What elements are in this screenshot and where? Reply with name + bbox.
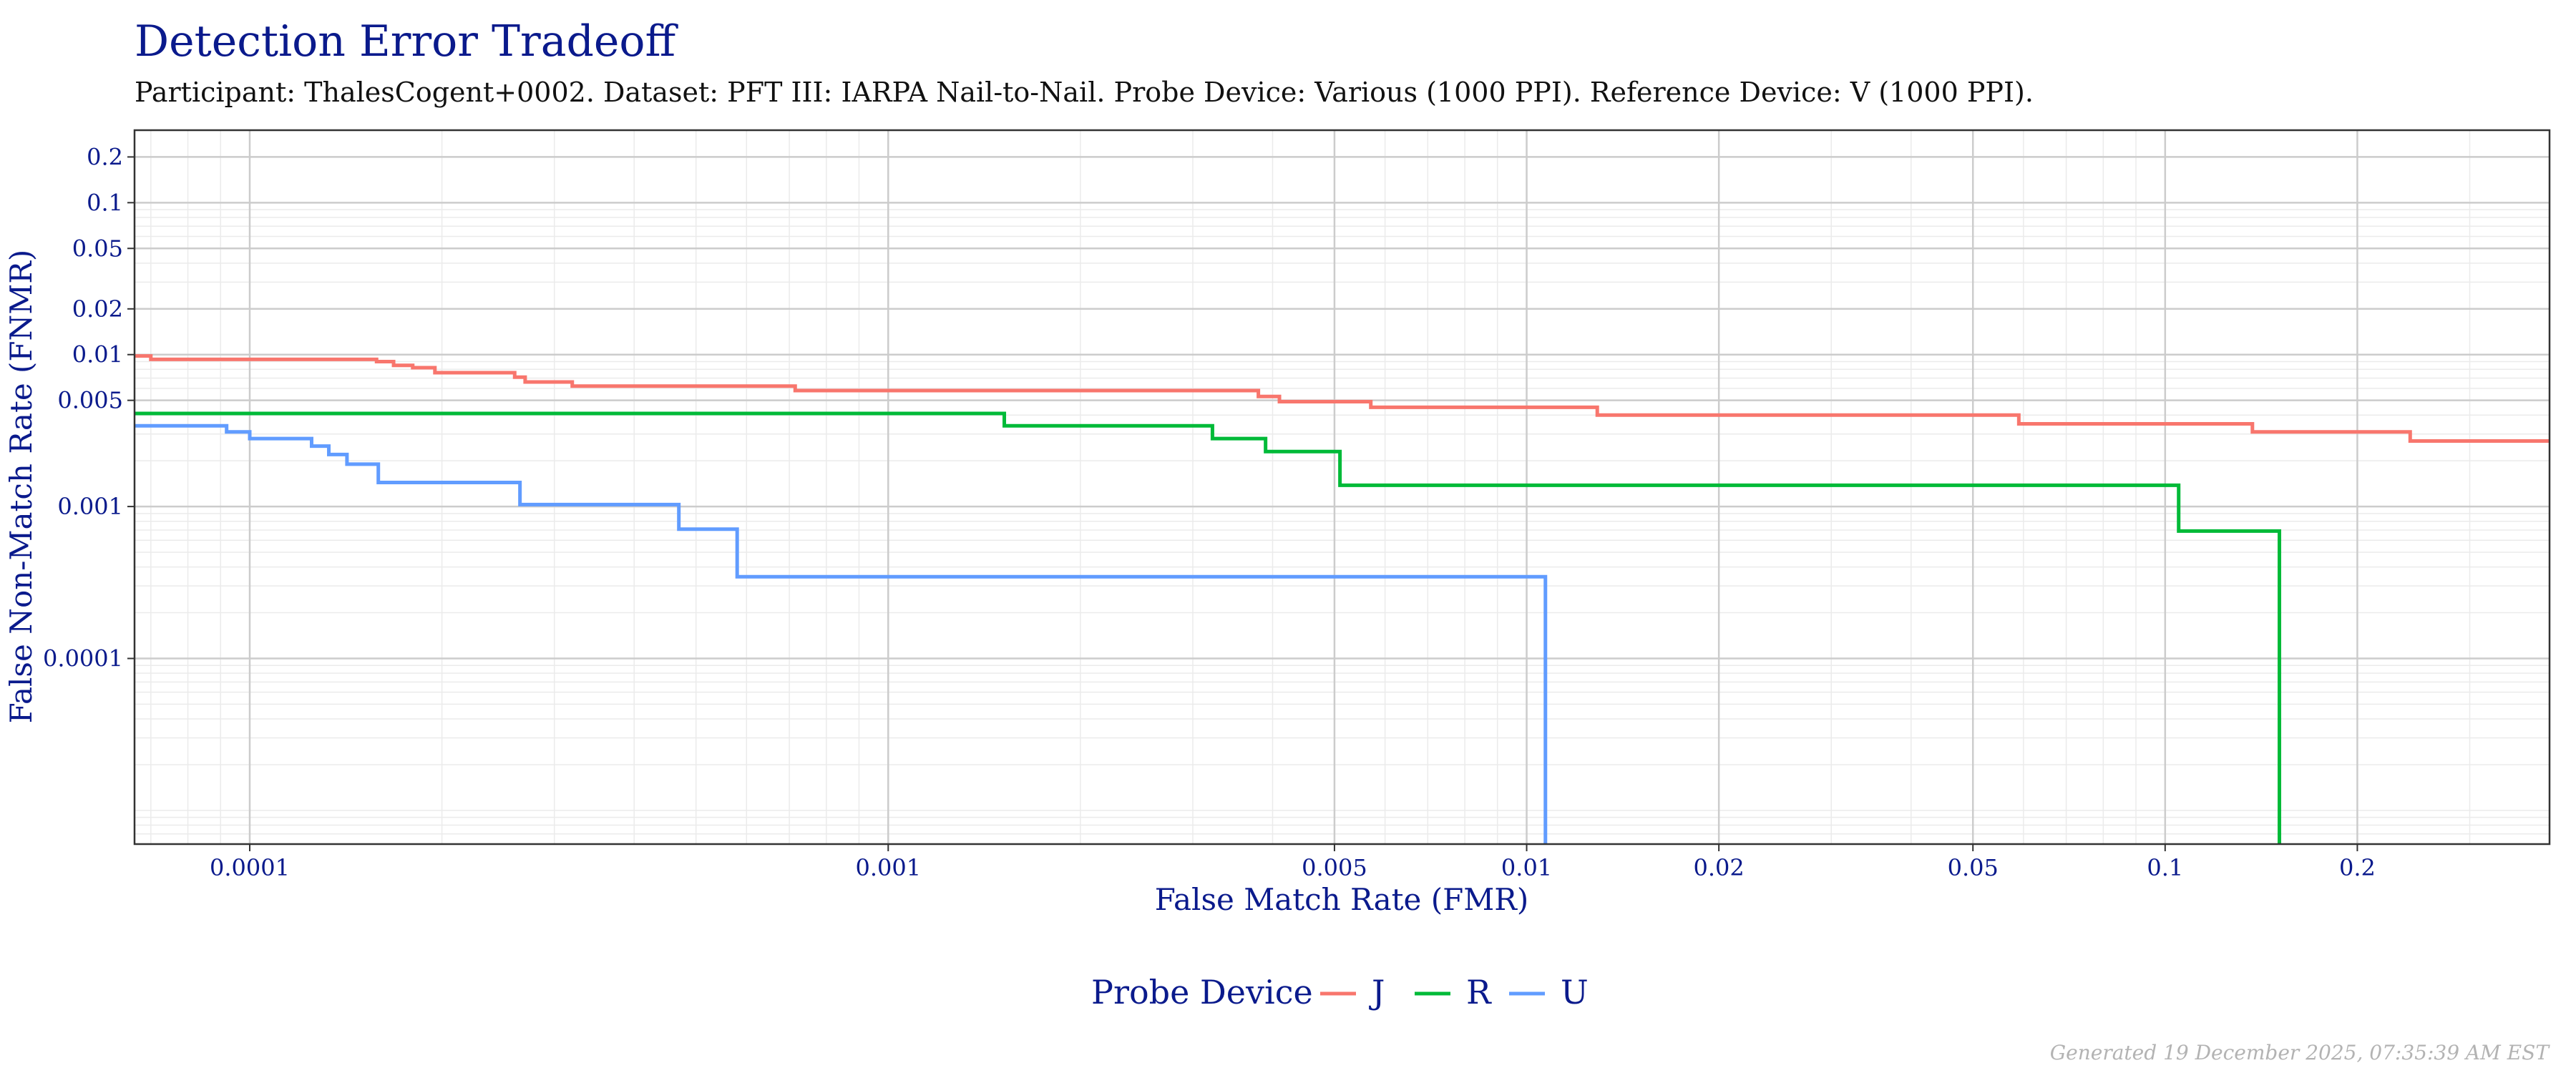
y-tick-label: 0.01 xyxy=(72,341,123,368)
legend-label-J: J xyxy=(1369,973,1385,1011)
x-tick-label: 0.02 xyxy=(1694,854,1745,881)
series-line-R xyxy=(135,411,2281,844)
y-tick-label: 0.05 xyxy=(72,235,123,262)
x-tick-label: 0.2 xyxy=(2339,854,2376,881)
x-tick-label: 0.0001 xyxy=(210,854,290,881)
major-grid: 0.0001 0.001 0.005 0.01 0.02 0.05 0.1 0.2 0.0001… xyxy=(43,130,2550,881)
x-axis-title: False Match Rate (FMR) xyxy=(1155,882,1529,917)
generated-timestamp: Generated 19 December 2025, 07:35:39 AM … xyxy=(2050,1041,2551,1064)
minor-grid xyxy=(135,130,2550,844)
x-tick-label: 0.05 xyxy=(1948,854,1999,881)
series-line-U xyxy=(135,423,1548,844)
y-tick-label: 0.2 xyxy=(87,143,123,170)
legend-label-U: U xyxy=(1561,973,1589,1011)
x-tick-label: 0.001 xyxy=(855,854,921,881)
legend-label-R: R xyxy=(1466,973,1492,1011)
panel-border xyxy=(133,129,2551,846)
legend-title: Probe Device xyxy=(1091,973,1313,1011)
series-group xyxy=(135,354,2550,844)
plot-area: 0.0001 0.001 0.005 0.01 0.02 0.05 0.1 0.2 0.0001… xyxy=(43,129,2551,881)
y-tick-label: 0.1 xyxy=(87,189,123,216)
legend: Probe Device J R U xyxy=(1091,973,1589,1011)
y-tick-label: 0.02 xyxy=(72,295,123,323)
chart-subtitle: Participant: ThalesCogent+0002. Dataset:… xyxy=(135,77,2034,108)
x-tick-label: 0.005 xyxy=(1302,854,1367,881)
series-line-J xyxy=(135,354,2550,443)
y-tick-label: 0.005 xyxy=(57,387,123,414)
x-tick-label: 0.01 xyxy=(1501,854,1552,881)
y-axis-title: False Non-Match Rate (FNMR) xyxy=(4,250,39,724)
chart-title: Detection Error Tradeoff xyxy=(135,16,679,67)
x-tick-label: 0.1 xyxy=(2147,854,2183,881)
y-tick-label: 0.0001 xyxy=(43,645,123,672)
y-tick-label: 0.001 xyxy=(57,493,123,520)
